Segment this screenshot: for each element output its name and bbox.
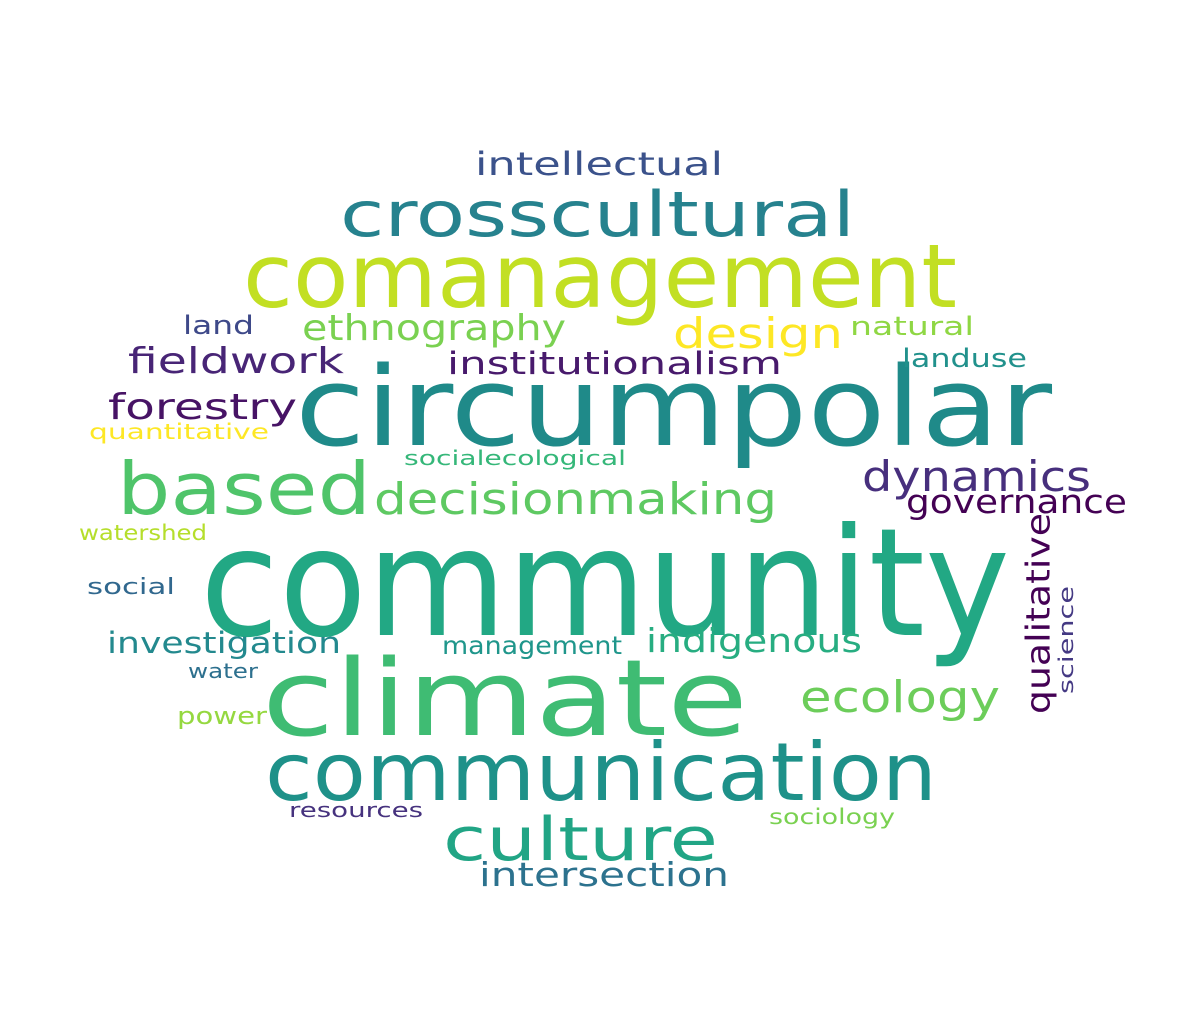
word-investigation: investigation xyxy=(107,626,341,660)
word-ethnography: ethnography xyxy=(302,308,566,349)
word-science: science xyxy=(1054,586,1078,694)
word-quantitative: quantitative xyxy=(89,420,269,444)
word-fieldwork: fieldwork xyxy=(128,341,344,382)
word-community: community xyxy=(200,497,1010,671)
word-crosscultural: crosscultural xyxy=(340,178,855,251)
word-water: water xyxy=(188,659,259,683)
word-landuse: landuse xyxy=(902,344,1027,374)
word-intersection: intersection xyxy=(479,855,729,894)
word-climate: climate xyxy=(262,637,748,760)
word-circumpolar: circumpolar xyxy=(295,343,1053,471)
word-management: management xyxy=(442,631,622,660)
word-decisionmaking: decisionmaking xyxy=(374,474,777,525)
word-governance: governance xyxy=(906,482,1127,521)
word-comanagement: comanagement xyxy=(243,225,957,328)
word-qualitative: qualitative xyxy=(1019,513,1058,714)
word-natural: natural xyxy=(850,312,974,342)
word-resources: resources xyxy=(289,798,423,822)
word-intellectual: intellectual xyxy=(475,145,723,183)
word-sociology: sociology xyxy=(769,805,895,829)
word-based: based xyxy=(117,447,371,531)
word-social: social xyxy=(87,575,175,600)
word-dynamics: dynamics xyxy=(862,452,1091,501)
word-power: power xyxy=(177,702,267,730)
word-communication: communication xyxy=(265,726,937,819)
word-institutionalism: institutionalism xyxy=(447,346,782,382)
word-socialecological: socialecological xyxy=(404,446,626,470)
word-land: land xyxy=(183,311,254,341)
word-watershed: watershed xyxy=(79,521,207,545)
word-forestry: forestry xyxy=(108,387,297,428)
word-culture: culture xyxy=(443,805,718,875)
word-design: design xyxy=(673,309,843,358)
word-indigenous: indigenous xyxy=(646,621,862,660)
word-ecology: ecology xyxy=(800,672,1000,723)
